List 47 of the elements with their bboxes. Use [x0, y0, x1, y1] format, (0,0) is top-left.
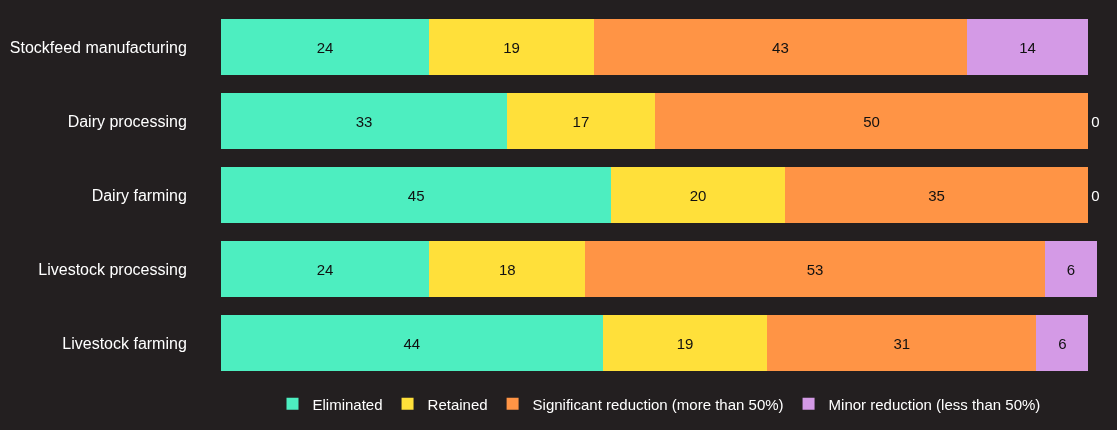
data-label: 20	[689, 186, 707, 204]
legend-label: Significant reduction (more than 50%)	[532, 395, 784, 413]
data-label: 17	[572, 112, 590, 130]
y-tick-label: Dairy farming	[91, 186, 187, 204]
data-label: 33	[355, 112, 373, 130]
legend-label: Eliminated	[312, 395, 383, 413]
bar	[966, 19, 1089, 75]
data-label: 14	[1019, 38, 1036, 56]
legend-label: Minor reduction (less than 50%)	[828, 395, 1041, 413]
data-label: 31	[893, 334, 911, 352]
bar	[602, 315, 768, 371]
bar	[429, 241, 586, 297]
bar	[1044, 241, 1097, 297]
y-tick-label: Dairy processing	[67, 112, 187, 130]
bar	[221, 241, 430, 297]
data-label: 24	[316, 38, 334, 56]
bar	[221, 93, 508, 149]
data-label: 53	[806, 260, 824, 278]
bar	[593, 19, 967, 75]
bar	[221, 315, 603, 371]
y-tick-label: Livestock processing	[38, 260, 187, 278]
data-label: 19	[676, 334, 694, 352]
y-tick-label: Livestock farming	[62, 334, 187, 352]
data-label: 45	[407, 186, 425, 204]
data-label: 0	[1091, 112, 1100, 130]
bar	[1036, 315, 1089, 371]
data-label: 6	[1058, 334, 1067, 352]
data-label: 6	[1066, 260, 1076, 278]
legend-label: Retained	[427, 395, 488, 413]
data-label: 24	[316, 260, 334, 278]
bar	[611, 167, 785, 223]
bar	[654, 93, 1089, 149]
data-label: 44	[403, 334, 421, 352]
bar	[767, 315, 1037, 371]
data-label: 18	[498, 260, 516, 278]
data-label: 0	[1091, 186, 1100, 204]
data-label: 43	[772, 38, 789, 56]
data-label: 35	[928, 186, 945, 204]
bar	[784, 167, 1089, 223]
y-tick-label: Stockfeed manufacturing	[9, 38, 187, 56]
bar	[429, 19, 594, 75]
bar	[507, 93, 655, 149]
data-label: 50	[863, 112, 880, 130]
data-label: 19	[503, 38, 520, 56]
bar	[585, 241, 1045, 297]
bar	[221, 19, 430, 75]
bar	[221, 167, 612, 223]
